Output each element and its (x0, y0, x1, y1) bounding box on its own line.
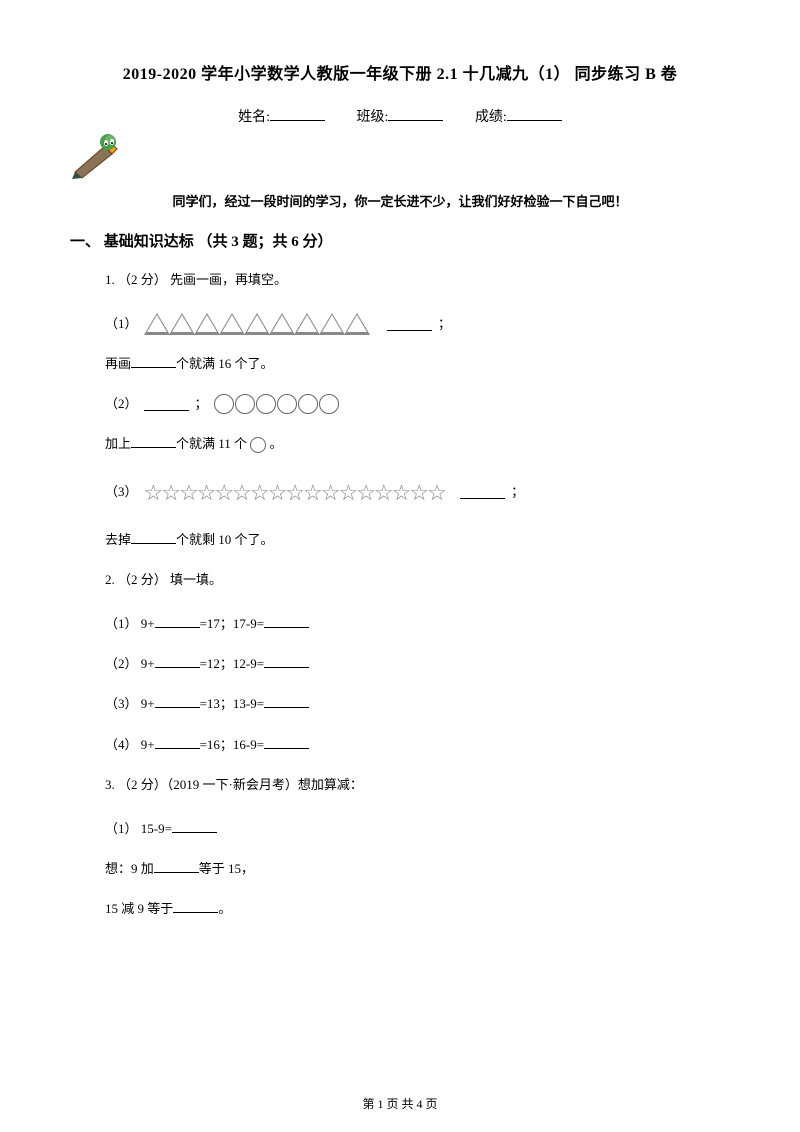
triangle-icon (269, 313, 295, 335)
sub3-blank2[interactable] (131, 530, 176, 544)
q2-item: （3） 9+=13；13-9= (105, 693, 730, 715)
q1-sub2: （2） ； (105, 393, 730, 415)
triangles-row (144, 313, 369, 335)
encourage-text: 同学们，经过一段时间的学习，你一定长进不少，让我们好好检验一下自己吧！ (70, 191, 730, 210)
q1-sub2-text: 加上 个就满 11 个 。 (105, 433, 730, 455)
page-title: 2019-2020 学年小学数学人教版一年级下册 2.1 十几减九（1） 同步练… (70, 60, 730, 84)
triangle-icon (344, 313, 370, 335)
sub2-text-1: 加上 (105, 436, 131, 451)
fill-blank[interactable] (155, 614, 200, 628)
sub2-suffix2: 。 (266, 436, 282, 451)
triangle-icon (169, 313, 195, 335)
fill-blank[interactable] (264, 735, 309, 749)
fill-blank[interactable] (172, 819, 217, 833)
score-label: 成绩: (475, 110, 507, 125)
fill-blank[interactable] (155, 735, 200, 749)
fill-blank[interactable] (155, 694, 200, 708)
sub1-blank[interactable] (387, 317, 432, 331)
triangle-icon (194, 313, 220, 335)
circle-icon (298, 394, 318, 414)
circles-row (214, 394, 340, 414)
q2-item: （2） 9+=12；12-9= (105, 653, 730, 675)
info-line: 姓名: 班级: 成绩: (70, 106, 730, 126)
class-blank[interactable] (388, 107, 443, 121)
fill-blank[interactable] (264, 654, 309, 668)
sub2-blank2[interactable] (131, 434, 176, 448)
triangle-icon (219, 313, 245, 335)
circle-icon (235, 394, 255, 414)
circle-inline-icon (250, 437, 266, 453)
sub2-suffix1: 个就满 11 个 (176, 436, 247, 451)
circle-icon (319, 394, 339, 414)
sub3-suffix: 个就剩 10 个了。 (176, 532, 274, 547)
stars-row: ☆☆☆☆☆☆☆☆☆☆☆☆☆☆☆☆☆ (144, 474, 445, 511)
pencil-icon (70, 134, 730, 179)
question-2: 2. （2 分） 填一填。 （1） 9+=17；17-9= （2） 9+=12；1… (105, 569, 730, 756)
circle-icon (277, 394, 297, 414)
q2-item: （4） 9+=16；16-9= (105, 734, 730, 756)
triangle-icon (244, 313, 270, 335)
fill-blank[interactable] (264, 694, 309, 708)
name-blank[interactable] (270, 107, 325, 121)
sub3-prefix: （3） (105, 481, 138, 503)
sub1-blank2[interactable] (131, 354, 176, 368)
fill-blank[interactable] (155, 654, 200, 668)
q1-header: 1. （2 分） 先画一画，再填空。 (105, 269, 730, 291)
sub1-suffix: 个就满 16 个了。 (176, 356, 274, 371)
page-footer: 第 1 页 共 4 页 (0, 1095, 800, 1112)
fill-blank[interactable] (173, 899, 218, 913)
fill-blank[interactable] (264, 614, 309, 628)
q2-header: 2. （2 分） 填一填。 (105, 569, 730, 591)
q1-sub3: （3） ☆☆☆☆☆☆☆☆☆☆☆☆☆☆☆☆☆ ； (105, 474, 730, 511)
q3-think2: 15 减 9 等于。 (105, 898, 730, 920)
name-label: 姓名: (238, 110, 270, 125)
sub1-text-1: 再画 (105, 356, 131, 371)
sub1-prefix: （1） (105, 313, 138, 335)
sub3-blank[interactable] (460, 485, 505, 499)
q3-sub1: （1） 15-9= (105, 818, 730, 840)
section1-title: 一、 基础知识达标 （共 3 题；共 6 分） (70, 230, 730, 251)
q3-header: 3. （2 分）（2019 一下·新会月考）想加算减： (105, 774, 730, 796)
class-label: 班级: (357, 110, 389, 125)
triangle-icon (294, 313, 320, 335)
sub2-prefix: （2） (105, 393, 138, 415)
score-blank[interactable] (507, 107, 562, 121)
pencil-row (70, 134, 730, 179)
fill-blank[interactable] (154, 859, 199, 873)
q1-sub1-text: 再画 个就满 16 个了。 (105, 353, 730, 375)
circle-icon (214, 394, 234, 414)
q3-think1: 想：9 加等于 15， (105, 858, 730, 880)
sub2-blank[interactable] (144, 397, 189, 411)
q1-sub3-text: 去掉 个就剩 10 个了。 (105, 529, 730, 551)
question-3: 3. （2 分）（2019 一下·新会月考）想加算减： （1） 15-9= 想：… (105, 774, 730, 920)
q1-sub1: （1） ； (105, 313, 730, 335)
circle-icon (256, 394, 276, 414)
question-1: 1. （2 分） 先画一画，再填空。 （1） ； 再画 个就满 16 个了。 （2… (105, 269, 730, 551)
sub3-text-1: 去掉 (105, 532, 131, 547)
triangle-icon (319, 313, 345, 335)
triangle-icon (144, 313, 170, 335)
q2-item: （1） 9+=17；17-9= (105, 613, 730, 635)
